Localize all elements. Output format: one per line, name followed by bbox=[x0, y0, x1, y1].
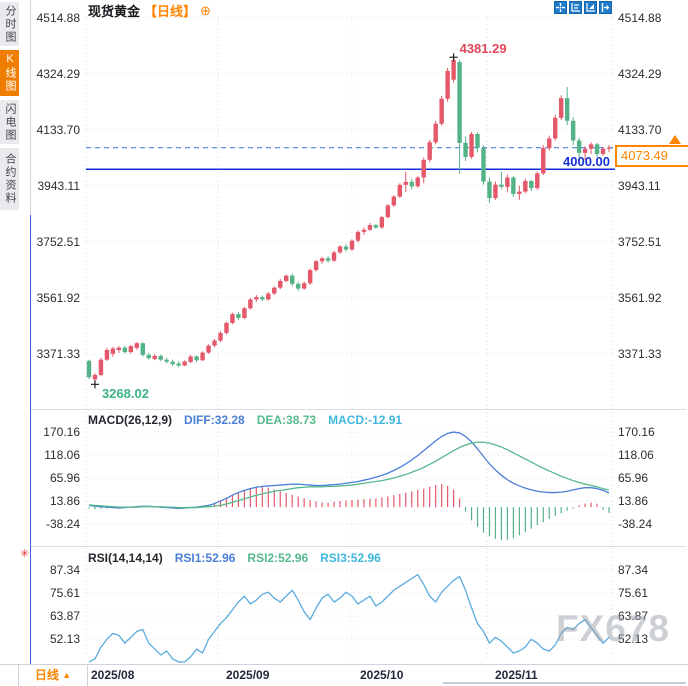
high-price-label: 4381.29 bbox=[459, 41, 507, 57]
pan-crosshair-icon[interactable] bbox=[554, 1, 567, 14]
rsi-axis-label: 63.87 bbox=[618, 609, 649, 623]
rsi-header: RSI(14,14,14) RSI1:52.96 RSI2:52.96 RSI3… bbox=[88, 551, 381, 565]
sidebar-tab-kline-chart[interactable]: K线图 bbox=[0, 50, 19, 96]
price-axis-label: 3752.51 bbox=[36, 235, 80, 249]
macd-axis-label: 118.06 bbox=[618, 448, 654, 462]
watermark: FX678 bbox=[556, 608, 671, 649]
price-axis-label: 4133.70 bbox=[618, 123, 662, 137]
rsi1-value: RSI1:52.96 bbox=[174, 551, 236, 565]
macd-hist-value: MACD:-12.91 bbox=[328, 413, 403, 427]
sidebar-tab-label: 分时图 bbox=[4, 4, 16, 44]
price-axis-label: 4133.70 bbox=[36, 123, 80, 137]
price-axis-label: 3752.51 bbox=[618, 235, 662, 249]
macd-header: MACD(26,12,9) DIFF:32.28 DEA:38.73 MACD:… bbox=[88, 413, 402, 427]
sidebar-divider bbox=[30, 0, 31, 215]
price-axis-label: 4324.29 bbox=[618, 67, 662, 81]
symbol-title: 现货黄金 bbox=[88, 4, 141, 19]
price-axis-label: 4324.29 bbox=[36, 67, 80, 81]
rsi-axis-label: 87.34 bbox=[49, 563, 80, 577]
panel-divider bbox=[31, 546, 686, 547]
macd-axis-label: 13.86 bbox=[618, 494, 649, 508]
rsi-title: RSI(14,14,14) bbox=[88, 551, 163, 565]
rsi2-value: RSI2:52.96 bbox=[247, 551, 309, 565]
low-price-label: 3268.02 bbox=[101, 386, 149, 402]
sidebar-tab-label: K线图 bbox=[4, 53, 16, 93]
rsi-axis-label: 75.61 bbox=[49, 586, 80, 600]
box-zoom-icon[interactable] bbox=[584, 1, 597, 14]
exit-zoom-icon[interactable] bbox=[599, 1, 612, 14]
sidebar-divider-blue bbox=[30, 215, 31, 664]
price-axis-label: 3943.11 bbox=[37, 179, 81, 193]
period-selector-label: 日线 bbox=[34, 668, 59, 682]
rsi-axis-label: 52.13 bbox=[49, 632, 80, 646]
x-axis-label: 2025/08 bbox=[91, 668, 135, 682]
price-axis-label: 3561.92 bbox=[618, 291, 662, 305]
sidebar-tab-contract-info[interactable]: 合约资料 bbox=[0, 148, 19, 210]
rsi-axis-label: 75.61 bbox=[618, 586, 649, 600]
sidebar-tab-label: 合约资料 bbox=[4, 153, 16, 205]
horizontal-scrollbar[interactable] bbox=[443, 682, 686, 684]
chevron-up-icon: ▲ bbox=[62, 670, 72, 680]
chart-toolbar bbox=[554, 1, 612, 14]
support-line-label: 4000.00 bbox=[563, 154, 610, 169]
macd-axis-label: -38.24 bbox=[45, 517, 80, 531]
macd-axis-label: 118.06 bbox=[44, 448, 80, 462]
sidebar-tab-timeshare-chart[interactable]: 分时图 bbox=[0, 2, 19, 46]
price-axis-label: 3561.92 bbox=[36, 291, 80, 305]
sidebar-tab-label: 闪电图 bbox=[4, 102, 16, 142]
x-axis-label: 2025/10 bbox=[360, 668, 404, 682]
x-axis-label: 2025/11 bbox=[495, 668, 538, 682]
macd-axis-label: 13.86 bbox=[49, 494, 80, 508]
period-tag: 【日线】 bbox=[144, 4, 197, 19]
rsi-axis-label: 63.87 bbox=[49, 609, 80, 623]
price-axis-label: 3371.33 bbox=[618, 347, 662, 361]
macd-diff-value: DIFF:32.28 bbox=[184, 413, 245, 427]
rsi-axis-label: 87.34 bbox=[618, 563, 649, 577]
macd-title: MACD(26,12,9) bbox=[88, 413, 173, 427]
macd-axis-label: 170.16 bbox=[618, 425, 655, 439]
rsi-settings-icon[interactable]: ✳ bbox=[20, 548, 30, 560]
macd-axis-label: 65.96 bbox=[618, 471, 649, 485]
last-price-box: 4073.49 bbox=[615, 145, 688, 167]
price-axis-label: 3943.11 bbox=[618, 179, 661, 193]
sidebar-tab-lightning-chart[interactable]: 闪电图 bbox=[0, 100, 19, 144]
add-indicator-icon[interactable]: ⊕ bbox=[200, 3, 211, 18]
macd-axis-label: -38.24 bbox=[618, 517, 653, 531]
chart-header: 现货黄金 【日线】 ⊕ bbox=[88, 1, 211, 20]
period-selector[interactable]: 日线 ▲ bbox=[18, 665, 88, 686]
x-axis-label: 2025/09 bbox=[226, 668, 270, 682]
macd-axis-label: 170.16 bbox=[43, 425, 80, 439]
macd-dea-value: DEA:38.73 bbox=[256, 413, 317, 427]
price-axis-label: 4514.88 bbox=[618, 11, 662, 25]
rsi3-value: RSI3:52.96 bbox=[320, 551, 381, 565]
time-axis-bar: 日线 ▲ 2025/08 2025/09 2025/10 2025/11 bbox=[0, 664, 688, 686]
sidebar: 分时图 K线图 闪电图 合约资料 bbox=[0, 0, 19, 664]
panel-divider bbox=[31, 409, 686, 410]
price-axis-label: 3371.33 bbox=[36, 347, 80, 361]
price-up-arrow-icon bbox=[669, 135, 681, 144]
axis-scale-icon[interactable] bbox=[569, 1, 582, 14]
macd-axis-label: 65.96 bbox=[49, 471, 80, 485]
rsi-axis-label: 52.13 bbox=[618, 632, 649, 646]
price-axis-label: 4514.88 bbox=[36, 11, 80, 25]
